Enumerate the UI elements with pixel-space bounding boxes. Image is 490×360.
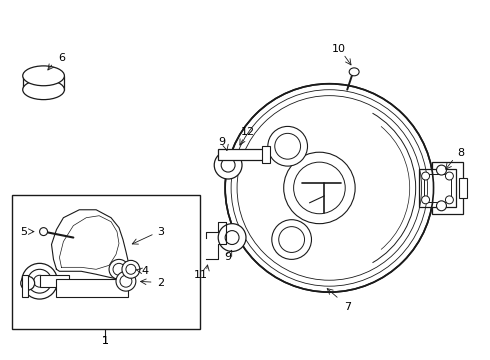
Polygon shape [51, 210, 129, 279]
Circle shape [21, 276, 35, 290]
Bar [424, 174, 451, 202]
Text: 1: 1 [101, 336, 109, 346]
Circle shape [225, 231, 239, 244]
Circle shape [113, 264, 125, 275]
Circle shape [109, 260, 129, 279]
Ellipse shape [23, 80, 64, 100]
Text: 5: 5 [20, 226, 27, 237]
Circle shape [445, 172, 453, 180]
Circle shape [421, 172, 430, 180]
Circle shape [116, 271, 136, 291]
Text: 12: 12 [241, 127, 255, 138]
Circle shape [275, 133, 300, 159]
Text: 2: 2 [157, 278, 164, 288]
Circle shape [28, 269, 51, 293]
Circle shape [218, 224, 246, 251]
Circle shape [445, 196, 453, 204]
Text: 4: 4 [141, 266, 148, 276]
Circle shape [284, 152, 355, 224]
Text: 1: 1 [101, 336, 109, 346]
Text: 11: 11 [194, 270, 207, 280]
Ellipse shape [349, 68, 359, 76]
Bar [40, 275, 70, 287]
Text: 6: 6 [58, 53, 65, 63]
Circle shape [421, 196, 430, 204]
Bar [12, 195, 200, 329]
Bar [418, 169, 456, 207]
Circle shape [268, 126, 308, 166]
Polygon shape [206, 222, 226, 260]
Text: 3: 3 [157, 226, 164, 237]
Text: 9: 9 [224, 252, 232, 262]
Bar [218, 149, 266, 160]
Circle shape [279, 227, 305, 252]
Text: 9: 9 [219, 137, 226, 147]
Circle shape [40, 228, 48, 235]
Circle shape [214, 151, 242, 179]
Text: 8: 8 [457, 148, 464, 158]
Text: 10: 10 [332, 44, 346, 54]
Circle shape [221, 158, 235, 172]
Text: 7: 7 [343, 302, 351, 312]
Circle shape [294, 162, 345, 214]
Bar [22, 275, 28, 297]
Circle shape [225, 84, 434, 292]
Bar [56, 279, 128, 297]
Circle shape [120, 275, 132, 287]
Circle shape [437, 201, 446, 211]
Ellipse shape [23, 66, 64, 86]
Circle shape [22, 264, 57, 299]
Circle shape [126, 264, 136, 274]
Circle shape [272, 220, 312, 260]
Circle shape [437, 165, 446, 175]
Bar [432, 162, 464, 214]
Bar [459, 178, 467, 198]
Circle shape [34, 275, 46, 287]
Bar [262, 146, 270, 163]
Circle shape [122, 260, 140, 278]
